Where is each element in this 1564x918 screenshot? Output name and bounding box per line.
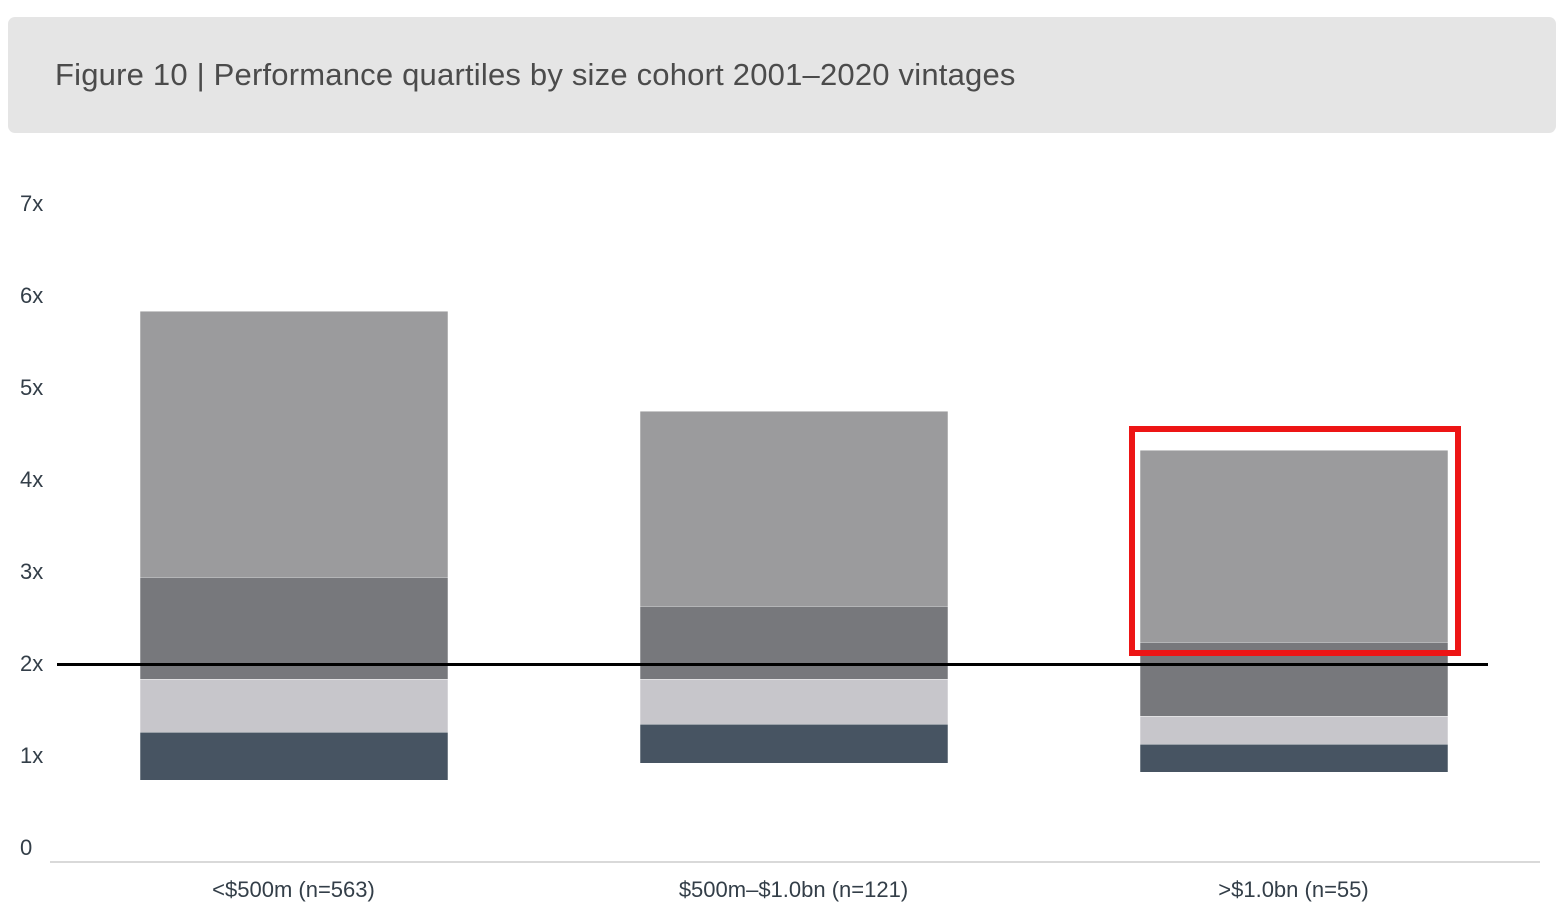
x-axis-line: [50, 861, 1540, 863]
bar-segment-lower-mid-band: [1139, 716, 1448, 745]
y-axis-tick-label: 7x: [20, 191, 44, 216]
bar-segment-upper-mid-band: [139, 576, 448, 679]
bar-segment-lower-mid-band: [639, 678, 948, 724]
y-axis-tick-label: 1x: [20, 743, 44, 768]
x-axis-category-label: $500m–$1.0bn (n=121): [678, 877, 909, 902]
bar-segment-top-band: [1139, 449, 1448, 642]
x-axis-category-label: <$500m (n=563): [212, 877, 375, 902]
bar-segment-top-band: [639, 411, 948, 607]
y-axis-tick-label: 6x: [20, 283, 44, 308]
y-axis-tick-label: 2x: [20, 651, 44, 676]
bar-segment-bottom-band: [1139, 744, 1448, 772]
bar-segment-lower-mid-band: [139, 678, 448, 733]
reference-line-2x: [57, 663, 1488, 666]
y-axis-tick-label: 5x: [20, 375, 44, 400]
bar-segment-bottom-band: [639, 723, 948, 764]
y-axis-tick-label: 0: [20, 835, 33, 860]
x-axis-category-label: >$1.0bn (n=55): [1218, 877, 1369, 902]
bar-segment-upper-mid-band: [639, 606, 948, 679]
y-axis-tick-label: 3x: [20, 559, 44, 584]
bar-segment-bottom-band: [139, 732, 448, 780]
highlight-box: [1128, 425, 1461, 656]
bar-segment-top-band: [139, 310, 448, 577]
figure-title-bar: Figure 10 | Performance quartiles by siz…: [8, 17, 1556, 133]
y-axis-tick-label: 4x: [20, 467, 44, 492]
figure-title: Figure 10 | Performance quartiles by siz…: [55, 57, 1016, 92]
